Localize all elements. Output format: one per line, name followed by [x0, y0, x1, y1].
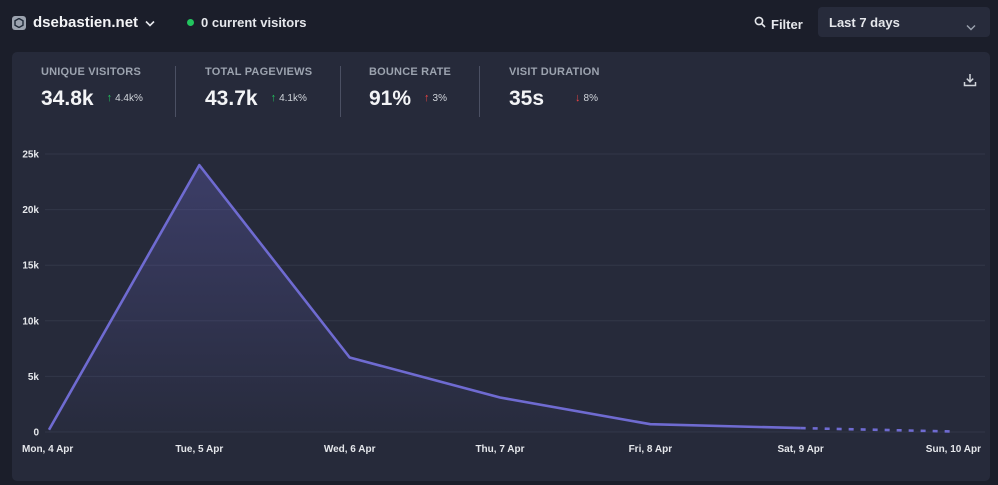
stat-change: ↑ 3%	[424, 92, 447, 104]
divider	[479, 66, 480, 117]
x-tick-label: Sat, 9 Apr	[778, 444, 824, 455]
x-tick-label: Sun, 10 Apr	[926, 444, 981, 455]
top-bar: dsebastien.net 0 current visitors Filter…	[0, 0, 998, 46]
series-line	[47, 163, 801, 431]
current-visitors-label: 0 current visitors	[201, 15, 307, 30]
stat-bounce-rate[interactable]: BOUNCE RATE 91% ↑ 3%	[369, 66, 451, 111]
stat-change: ↑ 4.1k%	[271, 92, 307, 104]
stat-label: VISIT DURATION	[509, 66, 600, 78]
x-tick-label: Wed, 6 Apr	[324, 444, 376, 455]
stat-unique-visitors[interactable]: UNIQUE VISITORS 34.8k ↑ 4.4k%	[41, 66, 143, 111]
download-button[interactable]	[963, 73, 977, 92]
search-icon	[754, 15, 766, 33]
data-point[interactable]	[797, 424, 805, 432]
stat-visit-duration[interactable]: VISIT DURATION 35s ↓ 8%	[509, 66, 600, 111]
divider	[175, 66, 176, 117]
current-visitors[interactable]: 0 current visitors	[187, 15, 307, 30]
x-tick-label: Thu, 7 Apr	[475, 444, 524, 455]
stat-value: 34.8k	[41, 87, 94, 110]
download-icon	[963, 74, 977, 91]
y-tick-label: 10k	[22, 316, 39, 327]
site-name: dsebastien.net	[33, 14, 139, 31]
y-tick-label: 0	[33, 428, 39, 439]
stat-change: ↑ 4.4k%	[107, 92, 143, 104]
data-point[interactable]	[947, 427, 955, 435]
stat-total-pageviews[interactable]: TOTAL PAGEVIEWS 43.7k ↑ 4.1k%	[205, 66, 312, 111]
filter-label: Filter	[771, 16, 803, 32]
stat-value: 43.7k	[205, 87, 258, 110]
arrow-up-icon: ↑	[106, 92, 113, 104]
stat-change-value: 3%	[432, 92, 447, 104]
stat-change-value: 4.4k%	[115, 92, 143, 104]
filter-button[interactable]: Filter	[754, 15, 803, 33]
arrow-up-icon: ↑	[270, 92, 277, 104]
stat-change: ↓ 8%	[575, 92, 598, 104]
period-dropdown[interactable]: Last 7 days	[818, 7, 990, 37]
site-switcher[interactable]: dsebastien.net	[12, 13, 155, 32]
stat-label: TOTAL PAGEVIEWS	[205, 66, 313, 78]
stat-value: 35s	[509, 87, 545, 110]
stat-change-value: 8%	[583, 92, 598, 104]
stat-change-value: 4.1k%	[279, 92, 307, 104]
data-point[interactable]	[195, 161, 203, 169]
series-line-incomplete	[800, 426, 952, 433]
stat-label: UNIQUE VISITORS	[41, 66, 141, 78]
site-favicon-icon	[12, 15, 26, 30]
chevron-down-icon	[145, 14, 155, 32]
live-indicator-dot	[187, 19, 194, 26]
y-tick-label: 25k	[22, 150, 39, 161]
x-tick-label: Fri, 8 Apr	[629, 444, 673, 455]
y-tick-label: 5k	[28, 372, 40, 383]
stat-value: 91%	[369, 87, 412, 110]
data-point[interactable]	[346, 353, 354, 361]
y-tick-label: 20k	[22, 205, 39, 216]
data-point[interactable]	[646, 420, 654, 428]
x-tick-label: Mon, 4 Apr	[22, 444, 73, 455]
arrow-up-icon: ↑	[424, 92, 430, 104]
data-point[interactable]	[496, 394, 504, 402]
divider	[340, 66, 341, 117]
data-point[interactable]	[45, 426, 53, 434]
x-tick-label: Tue, 5 Apr	[175, 444, 223, 455]
y-tick-label: 15k	[22, 261, 39, 272]
stat-label: BOUNCE RATE	[369, 66, 452, 78]
series-area	[49, 165, 801, 432]
arrow-down-icon: ↓	[575, 92, 581, 104]
period-label: Last 7 days	[829, 15, 900, 30]
chevron-down-icon	[966, 18, 976, 36]
